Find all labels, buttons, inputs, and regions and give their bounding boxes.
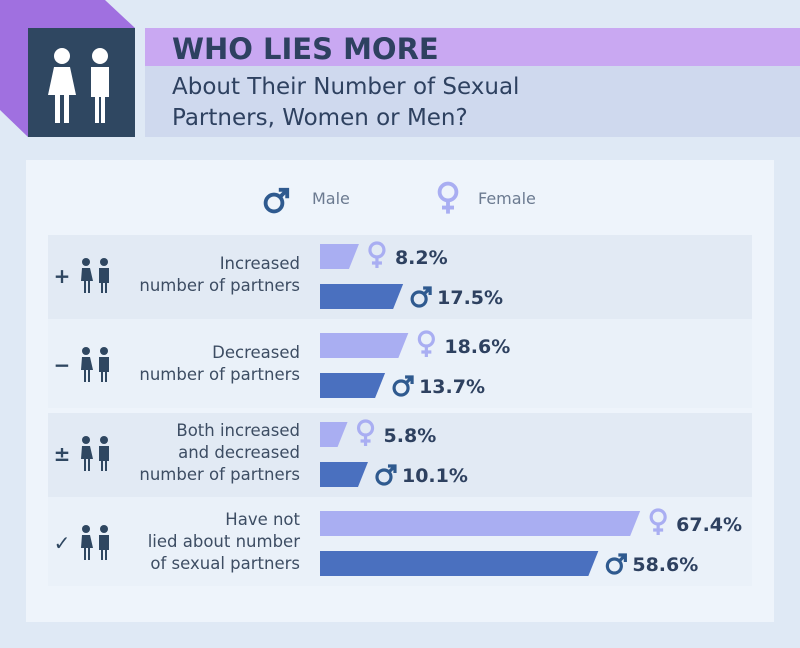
bar — [320, 511, 641, 536]
header-icon — [48, 48, 109, 123]
category-label: Both increased and decreased number of p… — [139, 421, 300, 484]
subtitle: About Their Number of Sexual Partners, Wo… — [172, 74, 519, 131]
person-icon — [99, 436, 109, 471]
category-label: Increased number of partners — [139, 254, 300, 295]
person-body — [81, 268, 93, 293]
category-symbol: ± — [54, 442, 71, 466]
female-icon — [356, 419, 375, 446]
category-symbol: − — [54, 353, 71, 377]
person-head — [82, 347, 90, 355]
value-label: 13.7% — [419, 376, 485, 398]
person-icon — [99, 347, 109, 382]
person-body — [99, 535, 109, 560]
male-icon-ring — [410, 290, 428, 308]
person-icon — [99, 525, 109, 560]
female-icon-cross — [371, 257, 382, 268]
male-icon-arrow — [422, 286, 432, 296]
bar — [320, 284, 404, 309]
person-icon — [99, 258, 109, 293]
legend-label: Male — [312, 189, 350, 208]
row-band — [48, 235, 752, 319]
male-icon — [375, 464, 397, 486]
value-label: 8.2% — [395, 247, 448, 269]
male-icon-arrow — [618, 553, 627, 563]
person-icon — [81, 258, 93, 293]
legend-label: Female — [478, 189, 536, 208]
person-head — [100, 436, 108, 444]
male-icon-arrow — [278, 187, 290, 199]
person-body — [99, 446, 109, 471]
person-icon — [81, 347, 93, 382]
male-icon-ring — [605, 557, 623, 575]
female-icon — [437, 181, 459, 214]
category-label: Have not lied about number of sexual par… — [147, 510, 300, 573]
male-icon-ring — [392, 379, 410, 397]
person-body — [81, 535, 93, 560]
value-label: 5.8% — [384, 425, 437, 447]
person-icon — [81, 525, 93, 560]
value-label: 67.4% — [676, 514, 742, 536]
category-symbol: ✓ — [54, 531, 71, 555]
female-icon-cross — [421, 346, 432, 357]
bar — [320, 244, 359, 269]
male-icon-ring — [263, 192, 285, 214]
value-label: 17.5% — [437, 287, 503, 309]
male-icon — [263, 187, 290, 214]
category-label: Decreased number of partners — [139, 343, 300, 384]
bar — [320, 333, 409, 358]
person-body — [99, 357, 109, 382]
person-body — [81, 446, 93, 471]
female-icon-cross — [653, 524, 664, 535]
title-band — [145, 28, 800, 66]
bar — [320, 373, 386, 398]
female-icon — [649, 508, 667, 535]
person-body — [81, 357, 93, 382]
male-icon-arrow — [387, 464, 397, 474]
person-body — [99, 268, 109, 293]
person-head — [82, 525, 90, 533]
male-icon-ring — [375, 468, 393, 486]
female-icon-cross — [442, 200, 454, 214]
female-icon-cross — [360, 435, 371, 446]
value-label: 18.6% — [444, 336, 510, 358]
subtitle-line: Partners, Women or Men? — [172, 105, 468, 131]
person-head — [82, 436, 90, 444]
title: WHO LIES MORE — [172, 32, 439, 66]
value-label: 10.1% — [402, 465, 468, 487]
person-head — [100, 258, 108, 266]
subtitle-band — [145, 66, 800, 137]
bar — [320, 422, 348, 447]
person-head — [82, 258, 90, 266]
bar — [320, 462, 368, 487]
male-icon-arrow — [404, 375, 414, 385]
header-icon-box — [28, 28, 135, 137]
female-icon — [368, 241, 386, 268]
person-head — [100, 347, 108, 355]
person-icon — [81, 436, 93, 471]
value-label: 58.6% — [632, 554, 698, 576]
bar — [320, 551, 599, 576]
female-icon — [417, 330, 435, 357]
subtitle-line: About Their Number of Sexual — [172, 74, 519, 100]
category-symbol: + — [54, 264, 71, 288]
male-icon — [392, 375, 414, 397]
row-band — [48, 413, 752, 497]
male-icon — [410, 286, 432, 308]
male-icon — [605, 553, 627, 575]
person-head — [100, 525, 108, 533]
